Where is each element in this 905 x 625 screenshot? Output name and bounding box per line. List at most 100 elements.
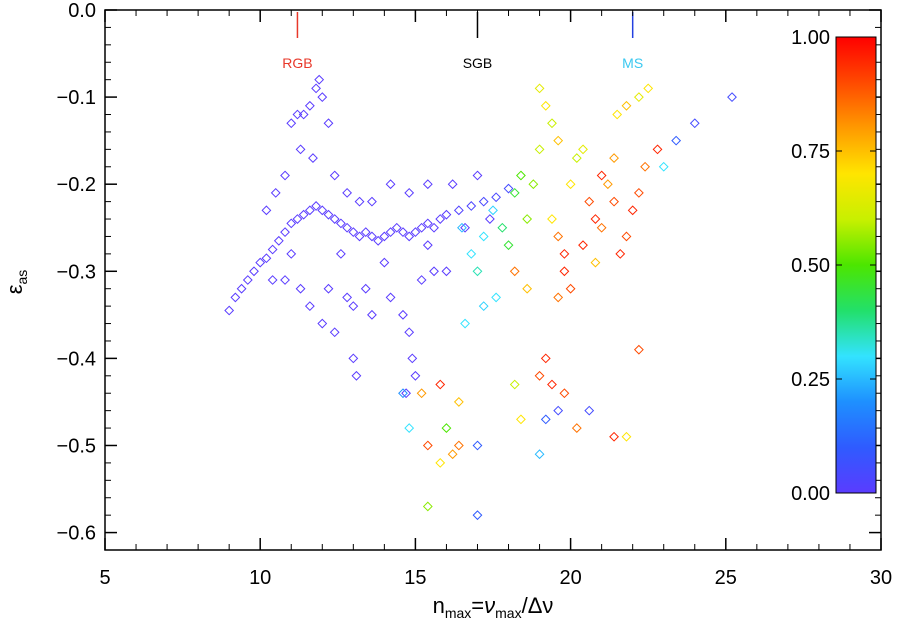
- data-point: [416, 222, 427, 233]
- data-point: [342, 187, 353, 198]
- data-point: [304, 100, 315, 111]
- data-point: [280, 170, 290, 181]
- data-point: [571, 153, 582, 163]
- data-point: [410, 227, 421, 238]
- data-point: [335, 218, 346, 229]
- data-point: [627, 205, 638, 216]
- data-point: [323, 209, 334, 220]
- data-point: [633, 187, 644, 198]
- data-point: [453, 397, 464, 407]
- data-point: [270, 187, 281, 198]
- data-point: [466, 201, 477, 211]
- data-point: [286, 248, 297, 259]
- data-point: [385, 292, 396, 303]
- data-point: [472, 170, 483, 181]
- data-point: [261, 205, 272, 216]
- data-point: [422, 179, 433, 190]
- data-point: [643, 83, 654, 94]
- data-point: [429, 222, 439, 233]
- data-point: [367, 231, 377, 242]
- data-point: [453, 205, 464, 216]
- data-point: [280, 275, 290, 285]
- data-point: [255, 257, 266, 268]
- data-point: [584, 196, 595, 207]
- data-point: [404, 327, 415, 338]
- data-point: [503, 240, 514, 251]
- annotation-label: MS: [622, 55, 643, 71]
- data-point: [404, 423, 415, 433]
- data-point: [441, 266, 452, 277]
- data-point: [416, 388, 427, 399]
- data-point: [304, 205, 315, 216]
- data-point: [522, 214, 533, 224]
- data-point: [391, 222, 402, 233]
- x-ticks: 5 10 15 20 25 30: [99, 10, 892, 589]
- data-point: [422, 440, 433, 451]
- data-point: [342, 222, 353, 233]
- data-point: [323, 118, 334, 129]
- data-point: [249, 266, 259, 277]
- data-point: [491, 192, 502, 203]
- colorbar-tick-label: 0.00: [791, 483, 830, 505]
- data-point: [478, 196, 489, 207]
- data-point: [528, 179, 539, 190]
- data-point: [488, 205, 498, 216]
- data-point: [317, 318, 328, 329]
- data-point: [457, 222, 467, 233]
- data-point: [267, 275, 278, 285]
- data-point: [478, 301, 489, 312]
- data-point: [348, 353, 359, 364]
- data-point: [633, 344, 644, 355]
- data-point: [534, 370, 545, 381]
- data-point: [633, 92, 644, 103]
- y-tick-label: −0.6: [57, 523, 96, 545]
- data-point: [640, 161, 651, 172]
- data-point: [609, 431, 619, 442]
- data-point: [441, 423, 452, 433]
- plot-frame: [104, 9, 882, 551]
- data-point: [298, 209, 309, 220]
- data-point: [410, 370, 421, 381]
- y-ticks: 0.0 −0.1 −0.2 −0.3 −0.4 −0.5 −0.6: [57, 0, 881, 551]
- data-point: [398, 388, 408, 399]
- data-point: [367, 309, 377, 320]
- x-tick-label: 30: [870, 567, 892, 589]
- colorbar-tick-label: 0.25: [791, 369, 830, 391]
- data-point: [422, 218, 433, 229]
- data-point: [360, 227, 371, 238]
- data-point: [329, 327, 340, 338]
- data-point: [547, 379, 557, 390]
- data-point: [295, 283, 306, 294]
- data-point: [516, 414, 526, 425]
- annotations: RGB SGB MS: [282, 12, 643, 71]
- annotation-label: RGB: [282, 55, 312, 71]
- data-point: [329, 170, 340, 181]
- data-point: [609, 153, 619, 163]
- data-point: [559, 388, 570, 399]
- data-point: [354, 196, 365, 207]
- data-point: [367, 196, 377, 207]
- data-point: [447, 449, 458, 460]
- data-point: [342, 292, 353, 303]
- data-point: [571, 423, 582, 433]
- x-tick-label: 25: [715, 567, 737, 589]
- data-point: [491, 292, 502, 303]
- data-points: [224, 74, 737, 521]
- data-point: [401, 388, 411, 399]
- data-point: [314, 74, 325, 85]
- data-point: [578, 240, 588, 251]
- data-point: [317, 205, 328, 216]
- data-point: [472, 510, 483, 521]
- data-point: [416, 275, 427, 285]
- data-point: [360, 283, 371, 294]
- x-tick-label: 5: [99, 567, 110, 589]
- colorbar-ticks: 1.00 0.75 0.50 0.25 0.00: [791, 27, 876, 505]
- data-point: [534, 449, 545, 460]
- colorbar: [835, 36, 877, 494]
- colorbar-tick-label: 1.00: [791, 27, 830, 49]
- data-point: [460, 222, 470, 233]
- data-point: [547, 214, 557, 224]
- y-tick-label: −0.1: [57, 87, 96, 109]
- data-point: [534, 144, 545, 155]
